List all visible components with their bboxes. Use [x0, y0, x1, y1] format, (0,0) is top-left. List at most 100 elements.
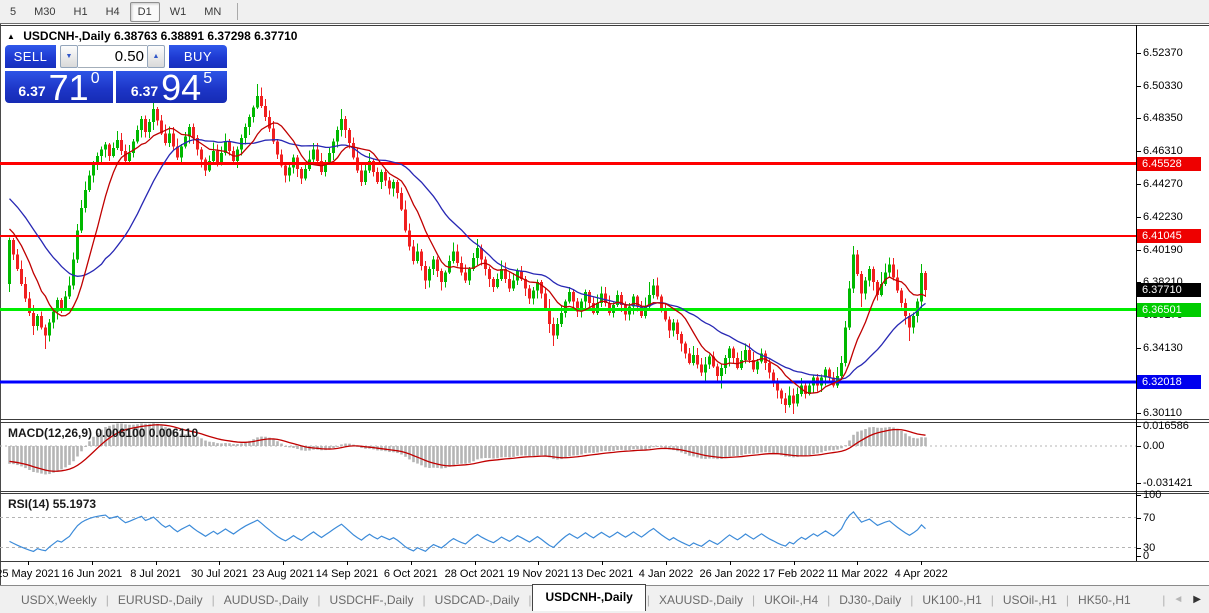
price-axis-label: 6.44270: [1143, 178, 1183, 190]
date-axis-tick: [666, 561, 667, 565]
candlestick-chart[interactable]: [0, 26, 1136, 419]
chart-left-border: [0, 24, 1, 585]
date-axis-label: 19 Nov 2021: [507, 568, 570, 580]
timeframe-button-h4[interactable]: H4: [105, 5, 120, 18]
timeframe-button-mn[interactable]: MN: [204, 5, 222, 18]
symbol-tab-usdchfdaily[interactable]: USDCHF-,Daily: [329, 592, 414, 607]
date-axis-tick: [219, 561, 221, 565]
tab-separator: |: [910, 592, 914, 607]
buy-price-display[interactable]: 6.37 94 5: [116, 67, 227, 108]
date-axis-label: 14 Sep 2021: [315, 568, 379, 580]
date-axis-tick: [602, 561, 604, 565]
symbol-tabbar: USDX,Weekly | EURUSD-,Daily | AUDUSD-,Daily |…: [0, 584, 1209, 613]
tab-separator: |: [990, 592, 994, 607]
ohlc-values: 6.38763 6.38891 6.37298 6.37710: [113, 29, 298, 43]
price-axis-label: 6.34130: [1143, 341, 1183, 354]
symbol-tab-usdcnhdaily[interactable]: USDCNH-,Daily: [532, 584, 646, 611]
pane-separator[interactable]: [0, 491, 1209, 492]
timeframe-button-h1[interactable]: H1: [73, 5, 88, 18]
price-axis-label: 6.30110: [1143, 407, 1182, 419]
date-axis-tick: [347, 561, 348, 565]
macd-axis-tick: [1136, 426, 1141, 428]
symbol-tab-eurusddaily[interactable]: EURUSD-,Daily: [117, 592, 203, 607]
macd-axis-label: 0.00: [1143, 440, 1165, 452]
date-axis-tick: [474, 561, 476, 565]
rsi-name: RSI(14): [8, 497, 50, 511]
tab-scroll-controls: | ◄ ▶: [1154, 593, 1201, 607]
buy-button[interactable]: BUY: [169, 45, 227, 68]
pane-separator[interactable]: [0, 422, 1209, 423]
symbol-tab-hk50h1[interactable]: HK50-,H1: [1078, 592, 1131, 607]
date-axis-tick: [921, 561, 923, 565]
symbol-tab-usdcaddaily[interactable]: USDCAD-,Daily: [434, 592, 520, 607]
date-axis-label: 6 Oct 2021: [383, 568, 438, 580]
timeframe-button-d1[interactable]: D1: [129, 1, 160, 22]
price-axis-badge: 6.36501: [1137, 302, 1201, 317]
date-axis-tick: [283, 561, 285, 565]
rsi-axis-tick: [1136, 495, 1141, 496]
date-axis-label: 4 Jan 2022: [638, 568, 694, 580]
macd-indicator-pane[interactable]: [0, 423, 1136, 491]
date-axis-tick: [91, 561, 93, 565]
timeframe-button-w1[interactable]: W1: [169, 5, 187, 18]
date-axis-label: 26 Jan 2022: [699, 568, 761, 580]
tab-separator: |: [646, 592, 650, 607]
toolbar-separator: [237, 3, 239, 20]
price-axis-tick: [1136, 347, 1141, 349]
price-axis-badge: 6.32018: [1137, 375, 1201, 390]
symbol-label: USDCNH-,Daily: [23, 29, 111, 43]
symbol-tab-xauusddaily[interactable]: XAUUSD-,Daily: [658, 592, 743, 607]
date-axis-tick: [155, 561, 157, 565]
tab-separator: |: [317, 592, 321, 607]
rsi-axis-label: 100: [1143, 489, 1162, 501]
tab-separator: |: [528, 592, 532, 607]
tab-separator: |: [105, 592, 109, 607]
tab-separator: |: [1065, 592, 1070, 607]
buy-price-big: 94: [161, 67, 202, 108]
rsi-indicator-pane[interactable]: [0, 494, 1136, 561]
macd-axis-label: 0.016586: [1143, 420, 1189, 433]
volume-input[interactable]: 0.50: [78, 45, 147, 68]
chart-collapse-icon[interactable]: ▲: [7, 32, 15, 41]
timeframe-button-m30[interactable]: M30: [34, 5, 56, 18]
pane-separator[interactable]: [0, 419, 1209, 420]
tab-separator: |: [211, 592, 215, 607]
macd-values: 0.006100 0.006110: [95, 426, 199, 440]
rsi-axis-tick: [1136, 547, 1141, 549]
volume-stepper: ▼ 0.50 ▲: [60, 45, 165, 68]
date-axis-tick: [729, 561, 731, 565]
price-axis-tick: [1136, 282, 1141, 283]
volume-increase-button[interactable]: ▲: [147, 45, 165, 68]
tab-scroll-left-icon[interactable]: ◄: [1173, 594, 1184, 605]
symbol-tab-dj30daily[interactable]: DJ30-,Daily: [839, 592, 902, 607]
symbol-tab-ukoilh4[interactable]: UKOil-,H4: [764, 592, 819, 607]
price-axis-label: 6.50330: [1143, 79, 1183, 92]
macd-axis-tick: [1136, 483, 1141, 485]
sell-price-big: 71: [48, 67, 89, 108]
rsi-axis-tick: [1136, 556, 1141, 557]
date-axis-tick: [410, 561, 412, 565]
timeframe-button-5[interactable]: 5: [10, 5, 17, 18]
pane-separator: [0, 25, 1209, 26]
sell-button[interactable]: SELL: [5, 45, 56, 68]
rsi-axis-label: 0: [1143, 550, 1150, 562]
date-axis-label: 8 Jul 2021: [130, 568, 181, 580]
price-axis-label: 6.46310: [1143, 145, 1183, 157]
tab-scroll-right-icon[interactable]: ▶: [1193, 594, 1201, 605]
date-axis-label: 11 Mar 2022: [826, 568, 888, 580]
tab-separator: |: [422, 592, 426, 607]
date-axis-tick: [793, 561, 795, 565]
rsi-value: 55.1973: [52, 497, 97, 511]
date-axis-label: 25 May 2021: [0, 568, 60, 580]
pane-separator[interactable]: [0, 493, 1209, 494]
symbol-tab-usoilh1[interactable]: USOil-,H1: [1002, 592, 1057, 607]
rsi-axis-label: 30: [1143, 541, 1156, 554]
symbol-tab-audusddaily[interactable]: AUDUSD-,Daily: [223, 592, 309, 607]
volume-decrease-button[interactable]: ▼: [60, 45, 78, 68]
symbol-tab-usdxweekly[interactable]: USDX,Weekly: [21, 592, 97, 607]
date-axis-label: 28 Oct 2021: [444, 568, 505, 580]
symbol-tab-uk100h1[interactable]: UK100-,H1: [922, 592, 982, 607]
sell-price-display[interactable]: 6.37 71 0: [5, 67, 113, 108]
price-axis-badge: 6.41045: [1137, 229, 1201, 244]
rsi-axis-label: 70: [1143, 511, 1156, 524]
